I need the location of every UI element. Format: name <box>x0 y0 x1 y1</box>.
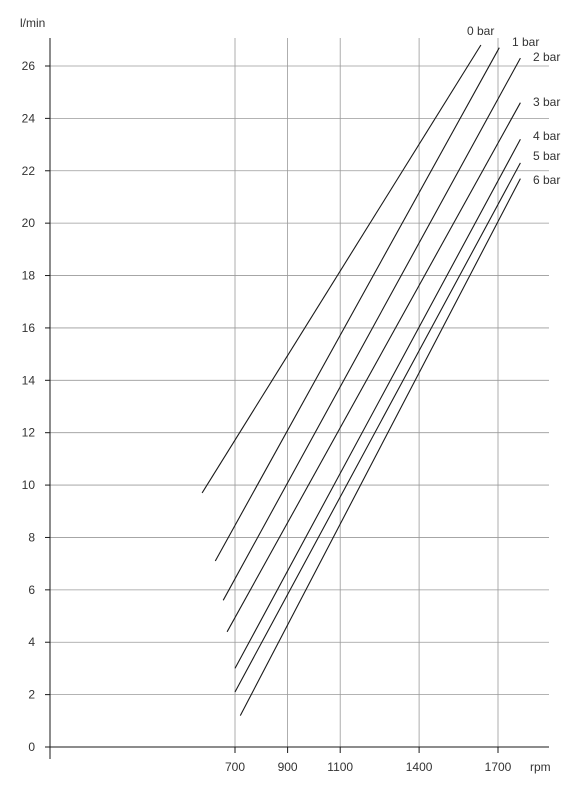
y-tick-label: 18 <box>22 269 36 283</box>
y-tick-label: 10 <box>22 478 36 492</box>
y-tick-label: 0 <box>28 740 35 754</box>
series-line <box>234 162 521 693</box>
y-tick-label: 12 <box>22 426 36 440</box>
x-tick-label: 1100 <box>327 760 353 774</box>
series-line <box>222 57 521 601</box>
y-tick-label: 2 <box>28 688 35 702</box>
y-tick-label: 26 <box>22 59 36 73</box>
series-line <box>234 139 521 669</box>
series-label: 2 bar <box>533 50 560 64</box>
x-tick-label: 1700 <box>485 760 512 774</box>
series-label: 5 bar <box>533 149 560 163</box>
series-line <box>239 178 521 716</box>
y-axis-label: l/min <box>20 16 45 30</box>
y-tick-label: 24 <box>22 111 36 125</box>
grid-lines <box>50 38 549 747</box>
series-line <box>226 102 521 633</box>
y-tick-label: 20 <box>22 216 36 230</box>
x-tick-label: 1400 <box>406 760 433 774</box>
series-label: 3 bar <box>533 95 560 109</box>
y-tick-label: 14 <box>22 373 36 387</box>
y-tick-label: 6 <box>28 583 35 597</box>
x-axis-label: rpm <box>530 760 551 774</box>
series-label: 1 bar <box>512 35 539 49</box>
x-tick-label: 900 <box>278 760 298 774</box>
y-tick-label: 4 <box>28 635 35 649</box>
series-lines <box>201 44 521 716</box>
series-label: 0 bar <box>467 24 494 38</box>
series-line <box>214 47 500 562</box>
axes <box>45 38 549 759</box>
series-line <box>201 44 482 494</box>
series-label: 6 bar <box>533 173 560 187</box>
y-tick-label: 8 <box>28 530 35 544</box>
y-tick-label: 22 <box>22 164 36 178</box>
series-label: 4 bar <box>533 129 560 143</box>
y-tick-label: 16 <box>22 321 36 335</box>
x-tick-label: 700 <box>225 760 245 774</box>
